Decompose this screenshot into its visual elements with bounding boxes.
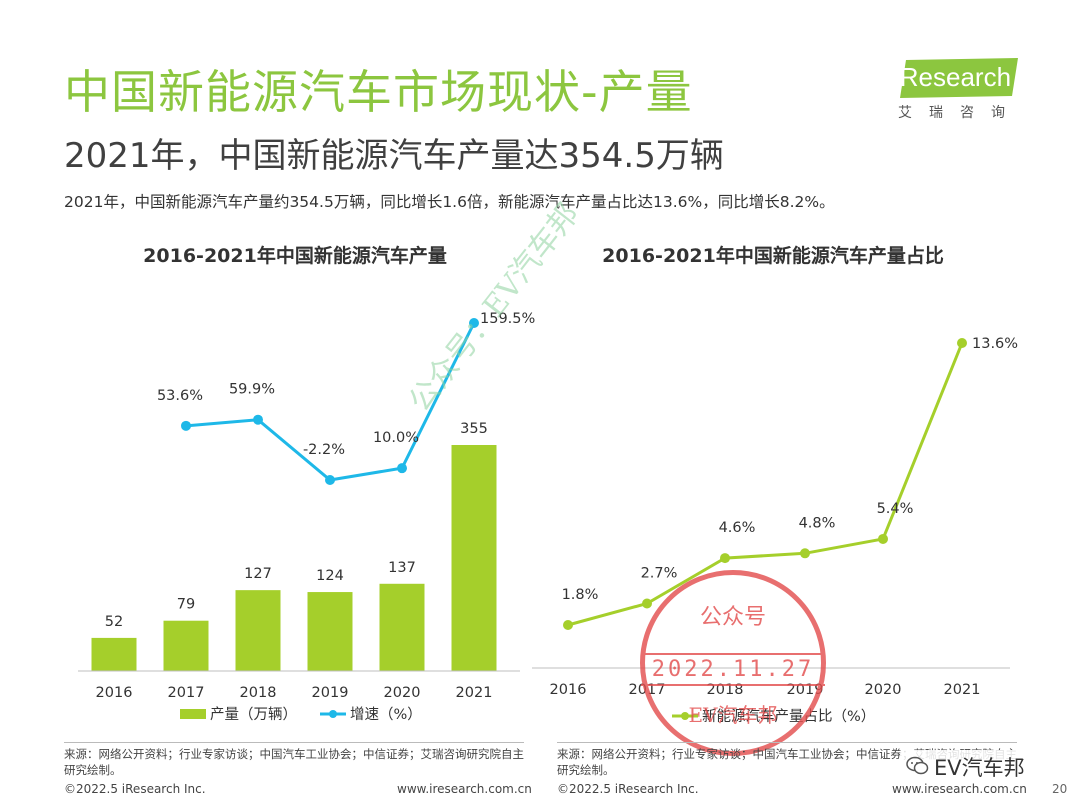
production-bar-label-2017: 79 [177, 597, 195, 613]
production-bar-2018 [235, 590, 281, 671]
growth-label-2019: -2.2% [303, 442, 345, 458]
production-x-tick-2016: 2016 [96, 685, 133, 701]
share-point-2016 [563, 620, 573, 630]
share-line [567, 342, 964, 627]
share-label-2019: 4.8% [799, 515, 836, 531]
legend-production-label: 产量（万辆） [210, 706, 297, 723]
page-title: 中国新能源汽车市场现状-产量 [64, 65, 693, 119]
share-label-2018: 4.6% [719, 520, 756, 536]
logo-brand-cn: 艾瑞咨询 [898, 105, 1022, 121]
share-label-2017: 2.7% [641, 565, 678, 581]
production-x-tick-2020: 2020 [384, 685, 421, 701]
share-point-2017 [642, 598, 652, 609]
logo-brand-text: iResearch [894, 62, 1012, 92]
production-x-tick-2019: 2019 [312, 685, 349, 701]
growth-point-2021 [469, 318, 479, 328]
growth-label-2020: 10.0% [373, 430, 419, 446]
growth-label-2018: 59.9% [229, 382, 275, 398]
stamp-top-text: 公众号 [699, 605, 766, 630]
share-label-2020: 5.4% [877, 501, 914, 517]
wechat-account-badge: EV汽车邦 [900, 750, 1060, 782]
footer-source-left: 来源：网络公开资料；行业专家访谈；中国汽车工业协会；中信证券；艾瑞咨询研究院自主… [64, 747, 524, 777]
share-x-tick-2020: 2020 [865, 682, 902, 698]
production-bar-label-2020: 137 [388, 560, 416, 576]
iresearch-logo: iResearch 艾瑞咨询 [892, 58, 1032, 122]
share-point-2021 [957, 338, 967, 348]
production-bar-2019 [307, 592, 353, 671]
growth-label-2017: 53.6% [157, 388, 203, 404]
share-x-tick-2016: 2016 [550, 682, 587, 698]
footer-rule-right [557, 742, 1017, 743]
growth-label-2021: 159.5% [480, 311, 535, 327]
stamp-bottom-text: EV汽车邦 [688, 703, 778, 727]
production-bar-label-2018: 127 [244, 566, 272, 582]
chart-title-production: 2016-2021年中国新能源汽车产量 [143, 245, 447, 267]
footer-rule-left [64, 742, 524, 743]
chart-title-share: 2016-2021年中国新能源汽车产量占比 [602, 245, 944, 267]
legend-growth-marker [329, 710, 337, 718]
page-number: 20 [1052, 782, 1068, 796]
production-bar-2016 [91, 637, 137, 671]
production-bar-2021 [451, 445, 497, 671]
production-bar-2020 [379, 583, 425, 671]
wechat-account-name: EV汽车邦 [934, 756, 1025, 780]
share-label-2021: 13.6% [972, 336, 1018, 352]
growth-point-2019 [325, 475, 335, 485]
stamp-date-text: 2022.11.27 [641, 653, 825, 686]
wechat-icon [906, 756, 929, 775]
legend-production-swatch [180, 709, 206, 719]
logo-badge-shape [900, 58, 1018, 98]
footer-copyright-right: ©2022.5 iResearch Inc. [557, 782, 699, 796]
growth-point-2017 [181, 420, 191, 431]
production-x-tick-2017: 2017 [168, 685, 205, 701]
footer-website-right: www.iresearch.com.cn [892, 782, 1027, 796]
production-x-tick-2021: 2021 [456, 685, 493, 701]
share-point-2019 [800, 548, 810, 559]
growth-point-2018 [253, 414, 263, 425]
production-bar-label-2021: 355 [460, 421, 488, 437]
legend-growth-label: 增速（%） [350, 706, 422, 723]
share-point-2020 [878, 533, 888, 544]
production-bar-2017 [163, 620, 209, 671]
page-summary: 2021年，中国新能源汽车产量约354.5万辆，同比增长1.6倍，新能源汽车产量… [64, 193, 835, 211]
page-subtitle: 2021年，中国新能源汽车产量达354.5万辆 [64, 136, 724, 176]
footer-website-left: www.iresearch.com.cn [397, 782, 532, 796]
red-stamp: 公众号 2022.11.27 EV汽车邦 [640, 570, 826, 756]
production-bar-label-2016: 52 [105, 614, 123, 630]
footer-copyright-left: ©2022.5 iResearch Inc. [64, 782, 206, 796]
growth-point-2020 [397, 463, 407, 474]
share-x-tick-2021: 2021 [944, 682, 981, 698]
production-bar-label-2019: 124 [316, 568, 344, 584]
share-point-2018 [720, 553, 730, 564]
production-x-tick-2018: 2018 [240, 685, 277, 701]
share-label-2016: 1.8% [562, 587, 599, 603]
